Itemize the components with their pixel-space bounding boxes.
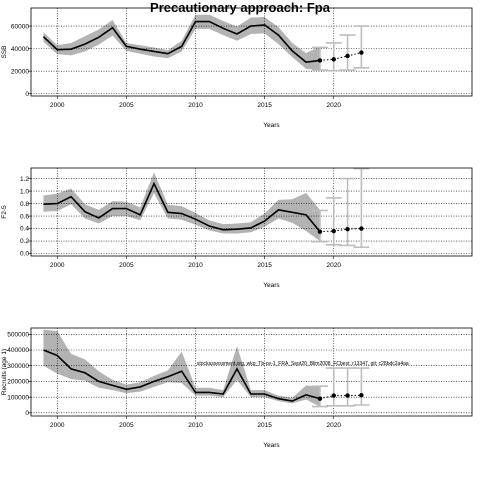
rec-projection-line (319, 394, 362, 400)
f-ytick-label: 0.0 (20, 251, 29, 258)
f-x-axis-label: Years (263, 282, 280, 289)
f-ytick-label: 0.4 (20, 226, 29, 233)
f-xtick-label: 2005 (119, 262, 134, 269)
ssb-axes-frame (30, 7, 473, 97)
rec-ytick-label: 300000 (7, 363, 29, 370)
rec-projection-point (317, 396, 323, 401)
rec-y-axis-label: Recruits (age 1) (1, 349, 8, 395)
rec-ytick-label: 200000 (7, 379, 29, 386)
figure-title: Precautionary approach: Fpa (150, 0, 331, 15)
f-ytick-label: 1.0 (20, 188, 29, 195)
f-xtick-label: 2000 (50, 262, 65, 269)
ssb-ytick-label: 60000 (11, 23, 29, 30)
ssb-xtick-label: 2015 (257, 102, 272, 109)
ssb-projection-point (345, 53, 350, 59)
f-xtick-label: 2020 (327, 262, 342, 269)
rec-annotation: stockassessment.org, wkg_Tb-ce-1_FRA_Sep… (197, 361, 409, 367)
ssb-panel: 2000 2005 2010 2015 2020 0 20000 40000 60000 Year… (1, 7, 473, 129)
ssb-median-line (42, 20, 321, 63)
f-xtick-label: 2015 (257, 262, 272, 269)
ssb-projection-point (331, 57, 336, 62)
f-y-axis-label: F2-5 (1, 205, 8, 219)
f-projection-point (317, 229, 323, 234)
ssb-ytick-label: 40000 (11, 46, 29, 53)
rec-ytick-label: 100000 (7, 394, 29, 401)
rec-xtick-label: 2005 (119, 422, 134, 429)
ssb-xtick-label: 2020 (327, 102, 342, 109)
rec-ytick-label: 0 (25, 410, 29, 417)
ssb-ytick-label: 0 (25, 91, 29, 98)
rec-xtick-label: 2015 (257, 422, 272, 429)
f-projection-point (331, 228, 336, 234)
f-ytick-label: 1.2 (20, 176, 29, 183)
rec-xtick-label: 2020 (327, 422, 342, 429)
rec-xtick-label: 2010 (188, 422, 203, 429)
rec-xtick-label: 2000 (50, 422, 65, 429)
ssb-xtick-label: 2010 (188, 102, 203, 109)
f-ytick-label: 0.6 (20, 213, 29, 220)
recruitment-panel: 2000 2005 2010 2015 2020 0 100000 200000 300000 4… (1, 327, 473, 449)
ssb-projection-line (319, 52, 362, 61)
f-projection-point (359, 226, 364, 231)
ssb-projection-point (317, 58, 323, 63)
f-median-line (43, 181, 321, 233)
f-ytick-label: 0.2 (20, 238, 29, 245)
rec-median-line (43, 349, 321, 402)
ssb-projection-point (359, 50, 364, 55)
ssb-ytick-label: 20000 (11, 68, 29, 75)
fishing-mortality-panel: 2000 2005 2010 2015 2020 0.0 0.2 0.4 0.6 0.8 1.0 1.… (1, 167, 473, 289)
ssb-y-axis-label: SSB (1, 45, 8, 58)
ssb-confidence-band (43, 14, 320, 71)
rec-projection-point (359, 393, 364, 398)
ssb-x-axis-label: Years (263, 122, 280, 129)
ssb-xtick-label: 2005 (119, 102, 134, 109)
rec-projection-point (345, 393, 350, 398)
f-projection-line (319, 228, 362, 233)
f-axes-frame (30, 167, 473, 257)
rec-axes-frame (30, 327, 473, 417)
rec-projection-point (331, 393, 336, 398)
rec-x-axis-label: Years (263, 442, 280, 449)
f-ytick-label: 0.8 (20, 201, 29, 208)
f-projection-point (345, 226, 350, 232)
rec-ytick-label: 400000 (7, 347, 29, 354)
rec-confidence-band (43, 329, 320, 407)
f-confidence-band (43, 172, 320, 242)
f-xtick-label: 2010 (188, 262, 203, 269)
rec-ytick-label: 500000 (7, 331, 29, 338)
ssb-xtick-label: 2000 (50, 102, 65, 109)
